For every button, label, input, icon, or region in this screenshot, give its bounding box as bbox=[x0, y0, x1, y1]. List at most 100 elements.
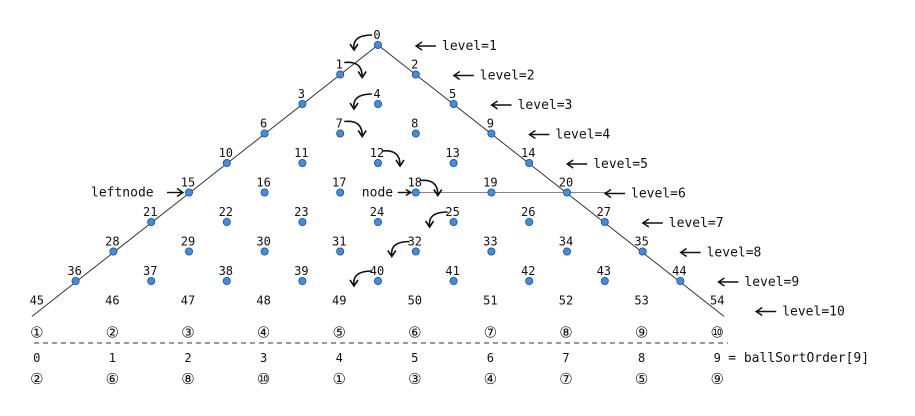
node-dot bbox=[336, 188, 345, 197]
level-label: level=3 bbox=[518, 98, 573, 113]
node-dot bbox=[411, 129, 420, 138]
sort-value: ① bbox=[332, 372, 345, 388]
sort-index: 7 bbox=[562, 351, 569, 365]
node-number: 11 bbox=[294, 146, 308, 160]
node-dot bbox=[487, 129, 496, 138]
bottom-marks: ① ② ③ ④ ⑤ ⑥ ⑦ ⑧ ⑨ ⑩ bbox=[30, 326, 728, 344]
node-number: 38 bbox=[219, 264, 233, 278]
level-label: level=5 bbox=[593, 157, 648, 172]
node-number: 16 bbox=[256, 176, 270, 190]
node-number: 15 bbox=[181, 176, 195, 190]
path-curl-arrow bbox=[428, 211, 448, 227]
node-number: 9 bbox=[487, 117, 494, 131]
node-label: node bbox=[362, 186, 393, 201]
node-number: 52 bbox=[559, 294, 573, 308]
level-arrowhead bbox=[603, 188, 612, 199]
node-number: 45 bbox=[30, 294, 44, 308]
node-number: 28 bbox=[105, 235, 119, 249]
level-label: level=10 bbox=[782, 305, 845, 320]
node-number: 50 bbox=[408, 294, 422, 308]
node-dot bbox=[487, 188, 496, 197]
node-number: 42 bbox=[521, 264, 535, 278]
path-curl-arrowhead bbox=[387, 250, 397, 258]
level-label: level=7 bbox=[669, 216, 724, 231]
node-number: 18 bbox=[408, 176, 422, 190]
node-dot bbox=[449, 158, 458, 167]
node-number: 35 bbox=[634, 235, 648, 249]
node-number: 36 bbox=[67, 264, 81, 278]
node-number: 0 bbox=[373, 28, 380, 42]
node-dot bbox=[449, 100, 458, 109]
level-arrowhead bbox=[528, 129, 536, 140]
node-dot bbox=[260, 247, 269, 256]
path-curl-arrow bbox=[390, 240, 410, 256]
triangle-right-edge bbox=[377, 44, 725, 317]
path-curl-arrowhead bbox=[424, 220, 435, 229]
node-dot bbox=[676, 276, 685, 285]
sort-value: ⑨ bbox=[710, 372, 723, 388]
node-dot bbox=[373, 41, 382, 50]
bottom-circle-mark: ⑦ bbox=[484, 326, 497, 342]
sort-value: ⑧ bbox=[181, 372, 194, 388]
node-number: 20 bbox=[559, 176, 573, 190]
node-number: 24 bbox=[370, 205, 384, 219]
ball-sort-order: 0 ② 1 ⑥ 2 ⑧ 3 ⑩ 4 ① 5 ③ 6 ④ 7 ⑦ 8 ⑤ 9 ⑨ = ballSortOrder[9] bbox=[30, 351, 869, 388]
sort-value: ② bbox=[30, 372, 43, 388]
node-number: 17 bbox=[332, 176, 346, 190]
sort-index: 5 bbox=[411, 351, 418, 365]
sort-value: ⑩ bbox=[257, 372, 270, 388]
node-dot bbox=[260, 188, 269, 197]
node-dot bbox=[563, 247, 572, 256]
node-number: 43 bbox=[597, 264, 611, 278]
node-dot bbox=[411, 247, 420, 256]
node-dot bbox=[336, 247, 345, 256]
node-dot bbox=[260, 129, 269, 138]
sort-index: 0 bbox=[33, 351, 40, 365]
level-labels: level=1 level=2 level=3 level=4 level=5 level… bbox=[414, 39, 845, 320]
node-number: 1 bbox=[336, 58, 343, 72]
node-number: 34 bbox=[559, 235, 573, 249]
node-number: 3 bbox=[298, 87, 305, 101]
sort-index: 6 bbox=[487, 351, 494, 365]
sort-value: ③ bbox=[408, 372, 421, 388]
bottom-circle-mark: ⑤ bbox=[332, 326, 345, 342]
node-number: 32 bbox=[408, 235, 422, 249]
node-dot bbox=[449, 217, 458, 226]
node-number: 39 bbox=[294, 264, 308, 278]
node-dot bbox=[449, 276, 458, 285]
leftnode-label: leftnode bbox=[91, 186, 154, 201]
path-curl-arrow bbox=[353, 270, 373, 286]
node-number: 27 bbox=[597, 205, 611, 219]
sort-index: 9 bbox=[714, 351, 721, 365]
path-curl-arrow bbox=[381, 149, 401, 166]
node-number: 54 bbox=[710, 294, 724, 308]
bottom-circle-mark: ④ bbox=[257, 326, 270, 342]
path-curl-arrowhead bbox=[349, 102, 359, 111]
path-curl-arrowhead bbox=[349, 279, 359, 288]
level-arrowhead bbox=[679, 247, 687, 258]
node-dot bbox=[298, 217, 307, 226]
level-arrowhead bbox=[717, 277, 725, 287]
node-number: 26 bbox=[521, 205, 535, 219]
bottom-circle-mark: ③ bbox=[181, 326, 194, 342]
sort-value: ⑥ bbox=[106, 372, 119, 388]
sort-index: 2 bbox=[184, 351, 191, 365]
level-arrowhead bbox=[565, 159, 574, 169]
path-curl-arrow bbox=[353, 34, 373, 50]
node-dot bbox=[373, 158, 382, 167]
node-number: 51 bbox=[483, 294, 497, 308]
level-label: level=2 bbox=[480, 69, 535, 84]
path-arrows bbox=[344, 34, 448, 288]
triangle-edges bbox=[31, 44, 725, 317]
node-number: 46 bbox=[105, 294, 119, 308]
level-label: level=9 bbox=[744, 275, 799, 290]
node-dot bbox=[638, 247, 647, 256]
node-dot bbox=[222, 217, 231, 226]
node-number: 10 bbox=[219, 146, 233, 160]
bottom-circle-mark: ② bbox=[106, 326, 119, 342]
node-dot bbox=[184, 247, 193, 256]
path-curl-arrow bbox=[344, 61, 363, 77]
node-dot bbox=[525, 158, 534, 167]
node-number: 25 bbox=[445, 205, 459, 219]
sort-value: ⑦ bbox=[559, 372, 572, 388]
